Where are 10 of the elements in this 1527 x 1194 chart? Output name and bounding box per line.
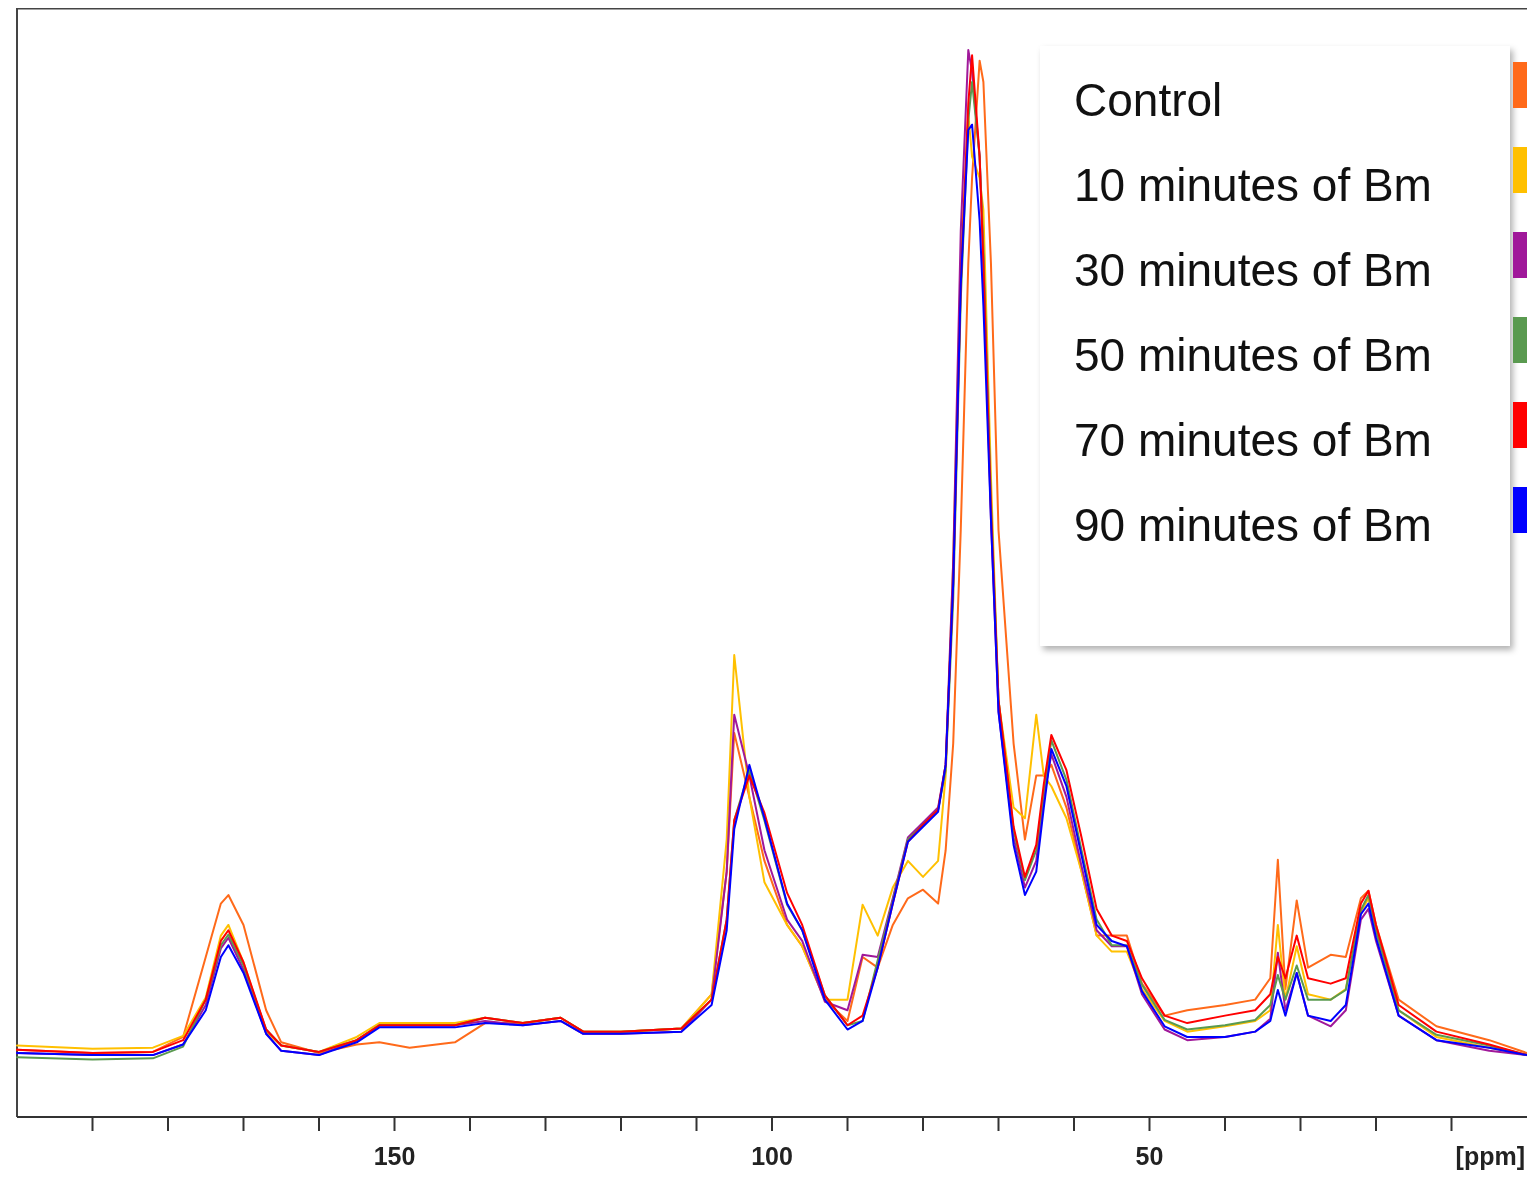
legend-label: 70 minutes of Bm: [1074, 414, 1432, 466]
series-label: Control: [1074, 74, 1223, 126]
legend-label: 30 minutes of Bm: [1074, 244, 1432, 296]
legend-label: 90 minutes of Bm: [1074, 499, 1432, 551]
x-tick-label: 100: [751, 1142, 793, 1170]
x-tick-label: 150: [373, 1142, 416, 1170]
x-tick-label: 50: [1135, 1142, 1164, 1170]
x-axis-title: [ppm]: [1455, 1142, 1525, 1170]
legend-label: 50 minutes of Bm: [1074, 329, 1432, 381]
legend-label: 10 minutes of Bm: [1074, 159, 1432, 211]
